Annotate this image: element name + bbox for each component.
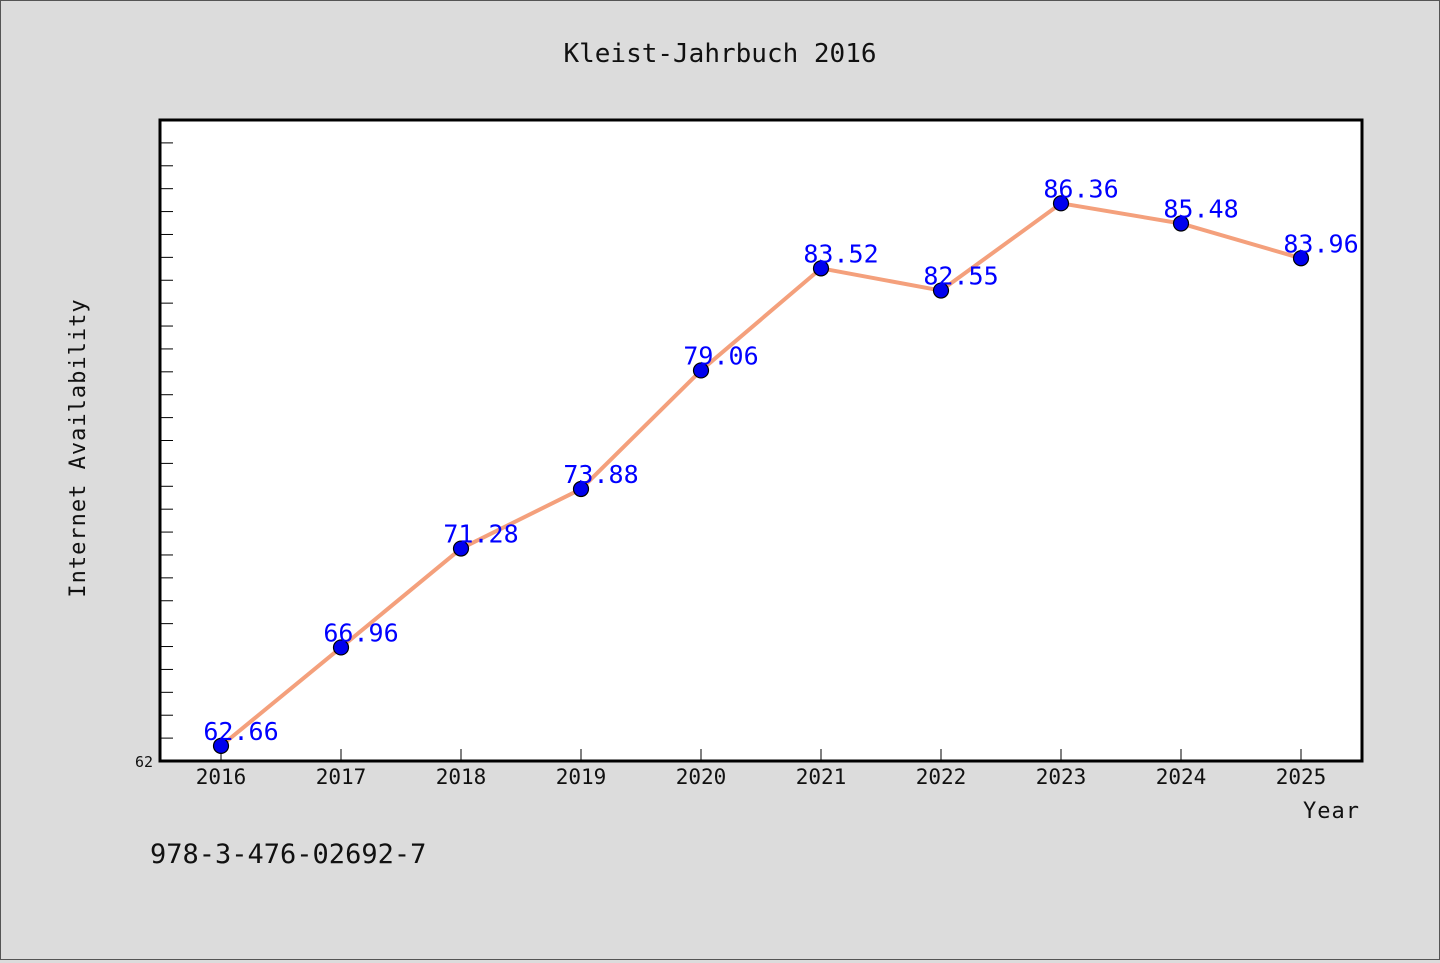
x-tick-label: 2017	[316, 765, 367, 789]
chart-title: Kleist-Jahrbuch 2016	[563, 39, 876, 69]
data-label: 73.88	[563, 460, 638, 489]
data-label: 62.66	[203, 717, 278, 746]
isbn-text: 978-3-476-02692-7	[150, 839, 426, 870]
data-point	[572, 480, 590, 498]
x-axis-tick-labels: 2016 2017 2018 2019 2020 2021 2022 2023 2024 2025	[196, 765, 1327, 789]
x-tick-label: 2020	[676, 765, 727, 789]
data-point	[932, 282, 950, 299]
data-label: 83.52	[803, 239, 878, 268]
y-minor-ticks	[160, 142, 173, 762]
x-tick-label: 2023	[1036, 765, 1087, 789]
y-axis-label: Internet Availability	[66, 298, 91, 597]
data-label: 83.96	[1283, 229, 1358, 258]
series-line	[219, 201, 1303, 748]
data-point	[212, 737, 230, 754]
data-point	[332, 639, 350, 656]
data-label: 86.36	[1043, 174, 1118, 203]
data-label: 71.28	[443, 520, 518, 549]
data-labels: 62.66 66.96 71.28 73.88 79.06 83.52 82.55 86.36…	[203, 174, 1358, 746]
data-label: 79.06	[683, 341, 758, 370]
data-point	[452, 540, 470, 557]
x-tick-label: 2019	[556, 765, 607, 789]
x-tick-label: 2021	[796, 765, 847, 789]
data-point	[1292, 250, 1310, 267]
y-tick-label: 62	[135, 753, 153, 771]
x-tick-label: 2024	[1156, 765, 1207, 789]
data-markers	[212, 195, 1310, 754]
plot-area	[158, 118, 1364, 763]
data-label: 85.48	[1163, 194, 1238, 223]
data-point	[1172, 215, 1190, 232]
data-label: 82.55	[923, 262, 998, 291]
data-point	[692, 362, 710, 379]
x-tick-label: 2022	[916, 765, 967, 789]
data-label: 66.96	[323, 618, 398, 647]
data-point	[1052, 195, 1070, 212]
data-point	[812, 260, 830, 277]
x-tick-label: 2025	[1276, 765, 1327, 789]
x-tick-label: 2016	[196, 765, 247, 789]
x-axis-label: Year	[1303, 799, 1360, 824]
x-tick-label: 2018	[436, 765, 487, 789]
